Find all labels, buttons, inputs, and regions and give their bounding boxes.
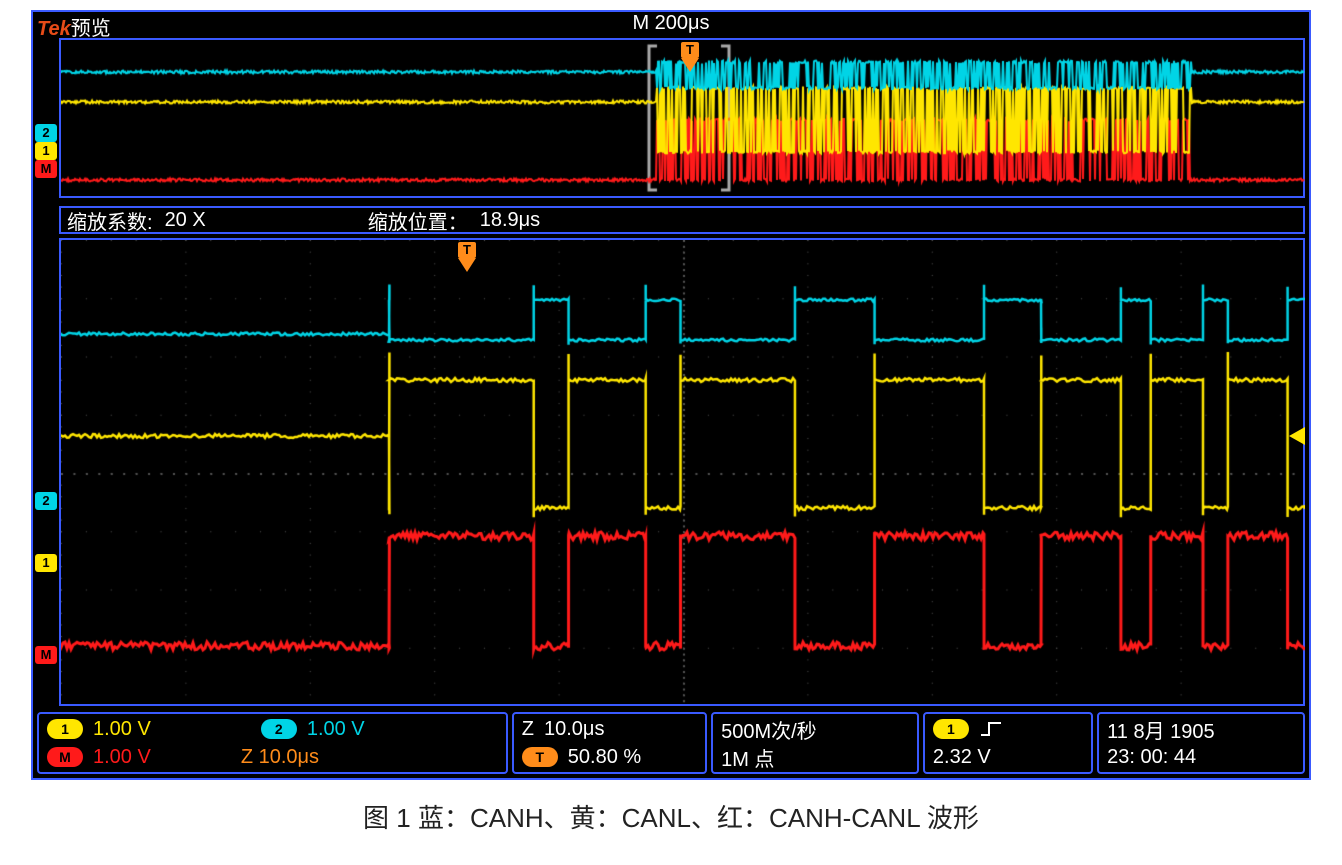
- readout-value: 10.0μs: [544, 718, 604, 741]
- math-flag-top: M: [35, 160, 57, 178]
- main-waveform-area[interactable]: T: [59, 238, 1305, 706]
- readout-row: 23: 00: 44: [1107, 743, 1295, 771]
- readout-row: 1 1.00 V 2 1.00 V: [47, 715, 498, 743]
- brand-text: Tek: [37, 18, 71, 40]
- readout-row: Z10.0μs: [522, 715, 697, 743]
- main-canvas: [61, 240, 1305, 706]
- readout-row: 1M 点: [721, 743, 909, 771]
- preview-strip[interactable]: T: [59, 38, 1305, 198]
- readout-row: T 50.80 %: [522, 743, 697, 771]
- trigger-marker-top: T: [681, 42, 699, 58]
- channel-pill: 1: [933, 719, 969, 739]
- ch2-flag-main: 2: [35, 492, 57, 510]
- trigger-level-arrow: [1289, 427, 1305, 445]
- channel-pill: M: [47, 747, 83, 767]
- readout-cell: 500M次/秒1M 点: [711, 712, 919, 774]
- channel-pill: 1: [47, 719, 83, 739]
- readout-value: 1.00 V: [307, 718, 365, 741]
- figure-caption: 图 1 蓝：CANH、黄：CANL、红：CANH-CANL 波形: [0, 780, 1342, 865]
- readout-cell: Z10.0μs T 50.80 %: [512, 712, 707, 774]
- readout-row: M 1.00 V Z 10.0μs: [47, 743, 498, 771]
- readout-value: 23: 00: 44: [1107, 746, 1196, 769]
- readout-cell: 1 1.00 V 2 1.00 V M 1.00 V Z 10.0μs: [37, 712, 508, 774]
- readout-cell: 1 2.32 V: [923, 712, 1093, 774]
- channel-pill: T: [522, 747, 558, 767]
- oscilloscope-screen: Tek预览 M 200μs 2 1 M T 缩放系数: 20 X 缩放位置： 1…: [31, 10, 1311, 780]
- zoom-pos-label: 缩放位置：: [362, 206, 474, 235]
- channel-pill: 2: [261, 719, 297, 739]
- trigger-arrow-top: [681, 58, 699, 72]
- readout-value: 2.32 V: [933, 746, 991, 769]
- zoom-factor-label: 缩放系数:: [61, 206, 159, 235]
- zoom-pos-value: 18.9μs: [474, 209, 546, 232]
- readout-value: 500M次/秒: [721, 715, 817, 744]
- zoom-info-bar: 缩放系数: 20 X 缩放位置： 18.9μs: [59, 206, 1305, 234]
- readout-bar: 1 1.00 V 2 1.00 V M 1.00 V Z 10.0μs Z10.0μs T 50.…: [37, 712, 1305, 774]
- ch2-flag-top: 2: [35, 124, 57, 142]
- readout-value: 1.00 V: [93, 746, 151, 769]
- readout-row: 2.32 V: [933, 743, 1083, 771]
- readout-value: 1M 点: [721, 743, 774, 772]
- readout-row: 11 8月 1905: [1107, 715, 1295, 743]
- readout-value: 1.00 V: [93, 718, 151, 741]
- readout-value: Z 10.0μs: [241, 746, 319, 769]
- trigger-marker-main: T: [458, 242, 476, 258]
- timebase-label: M 200μs: [632, 12, 709, 35]
- readout-row: 500M次/秒: [721, 715, 909, 743]
- ch1-flag-top: 1: [35, 142, 57, 160]
- readout-row: 1: [933, 715, 1083, 743]
- readout-value: 11 8月 1905: [1107, 715, 1215, 744]
- rising-edge-icon: [979, 719, 1005, 739]
- preview-text: 预览: [71, 18, 111, 40]
- trigger-arrow-main: [458, 258, 476, 272]
- math-flag-main: M: [35, 646, 57, 664]
- ch1-flag-main: 1: [35, 554, 57, 572]
- zoom-factor-value: 20 X: [159, 209, 212, 232]
- readout-cell: 11 8月 190523: 00: 44: [1097, 712, 1305, 774]
- brand-preview-label: Tek预览: [37, 12, 111, 41]
- readout-value: 50.80 %: [568, 746, 641, 769]
